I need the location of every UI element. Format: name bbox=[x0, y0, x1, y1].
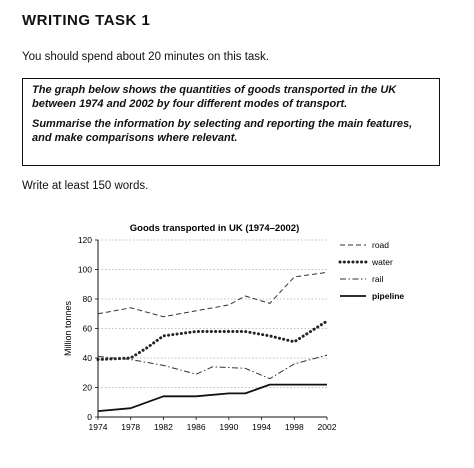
series-line-road bbox=[97, 271, 328, 318]
y-axis-label: Million tonnes bbox=[63, 300, 73, 356]
y-tick-label: 60 bbox=[83, 324, 93, 334]
task-summary-instruction: Summarise the information by selecting a… bbox=[32, 118, 413, 144]
y-tick-label: 20 bbox=[83, 383, 93, 393]
series-line-pipeline bbox=[97, 383, 327, 412]
x-tick-label: 1990 bbox=[219, 422, 238, 432]
y-tick-label: 0 bbox=[87, 412, 92, 422]
word-count-note: Write at least 150 words. bbox=[22, 180, 149, 192]
x-tick-label: 1998 bbox=[285, 422, 304, 432]
legend-label-water: water bbox=[371, 257, 393, 267]
legend-label-road: road bbox=[372, 240, 389, 250]
series-line-rail bbox=[97, 354, 328, 380]
chart-title: Goods transported in UK (1974–2002) bbox=[130, 223, 299, 234]
time-instruction: You should spend about 20 minutes on thi… bbox=[22, 51, 269, 63]
legend-label-pipeline: pipeline bbox=[372, 291, 404, 301]
task-description: The graph below shows the quantities of … bbox=[32, 84, 397, 110]
y-tick-label: 40 bbox=[83, 353, 93, 363]
y-tick-label: 120 bbox=[78, 235, 92, 245]
x-tick-label: 1978 bbox=[121, 422, 140, 432]
x-tick-label: 1986 bbox=[187, 422, 206, 432]
x-tick-label: 1994 bbox=[252, 422, 271, 432]
x-tick-label: 2002 bbox=[318, 422, 337, 432]
y-tick-label: 80 bbox=[83, 294, 93, 304]
legend-label-rail: rail bbox=[372, 274, 383, 284]
y-tick-label: 100 bbox=[78, 265, 92, 275]
task-box: The graph below shows the quantities of … bbox=[22, 78, 440, 166]
x-tick-label: 1982 bbox=[154, 422, 173, 432]
page-title: WRITING TASK 1 bbox=[22, 12, 151, 29]
chart-container: Goods transported in UK (1974–2002) 0 20 40… bbox=[0, 215, 474, 463]
x-tick-label: 1974 bbox=[89, 422, 108, 432]
line-chart: Goods transported in UK (1974–2002) 0 20 40… bbox=[63, 223, 404, 432]
series-line-water bbox=[96, 319, 329, 361]
